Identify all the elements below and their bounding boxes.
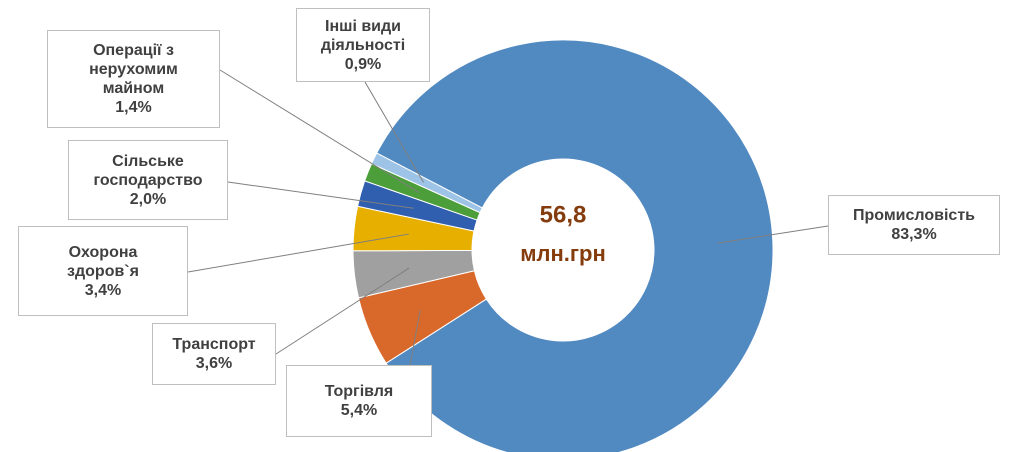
data-label: Транспорт 3,6% bbox=[152, 323, 276, 385]
value-label: 3,4% bbox=[84, 281, 122, 299]
center-value: 56,8 bbox=[540, 201, 587, 228]
leader-line bbox=[219, 69, 420, 194]
data-label: Сільське господарство 2,0% bbox=[68, 140, 228, 220]
category-label: Інші види діяльності bbox=[320, 17, 406, 54]
value-label: 5,4% bbox=[340, 402, 378, 419]
category-label: Торгівля bbox=[324, 383, 394, 400]
data-label: Промисловість 83,3% bbox=[828, 195, 1000, 255]
slice bbox=[370, 152, 483, 214]
data-label: Торгівля 5,4% bbox=[286, 365, 432, 437]
leader-line bbox=[409, 310, 421, 366]
value-label: 0,9% bbox=[344, 55, 382, 73]
leader-line bbox=[227, 181, 414, 209]
leader-line bbox=[275, 267, 410, 355]
slices bbox=[352, 39, 774, 452]
category-label: Охорона здоров`я bbox=[67, 243, 139, 280]
slice bbox=[376, 39, 774, 452]
category-label: Сільське господарство bbox=[93, 152, 203, 189]
center-unit: млн.грн bbox=[520, 241, 606, 266]
category-label: Промисловість bbox=[853, 207, 975, 224]
leaders bbox=[187, 69, 829, 366]
category-label: Операції з нерухомим майном bbox=[89, 42, 178, 97]
value-label: 2,0% bbox=[129, 190, 167, 208]
value-label: 1,4% bbox=[115, 99, 152, 116]
leader-line bbox=[717, 225, 829, 244]
data-label: Інші види діяльності 0,9% bbox=[296, 8, 430, 82]
value-label: 3,6% bbox=[195, 355, 233, 372]
leader-line bbox=[187, 233, 409, 273]
value-label: 83,3% bbox=[891, 226, 937, 243]
category-label: Транспорт bbox=[172, 336, 256, 353]
data-label: Операції з нерухомим майном 1,4% bbox=[47, 30, 220, 128]
data-label: Охорона здоров`я 3,4% bbox=[18, 226, 188, 316]
leader-line bbox=[364, 81, 424, 183]
